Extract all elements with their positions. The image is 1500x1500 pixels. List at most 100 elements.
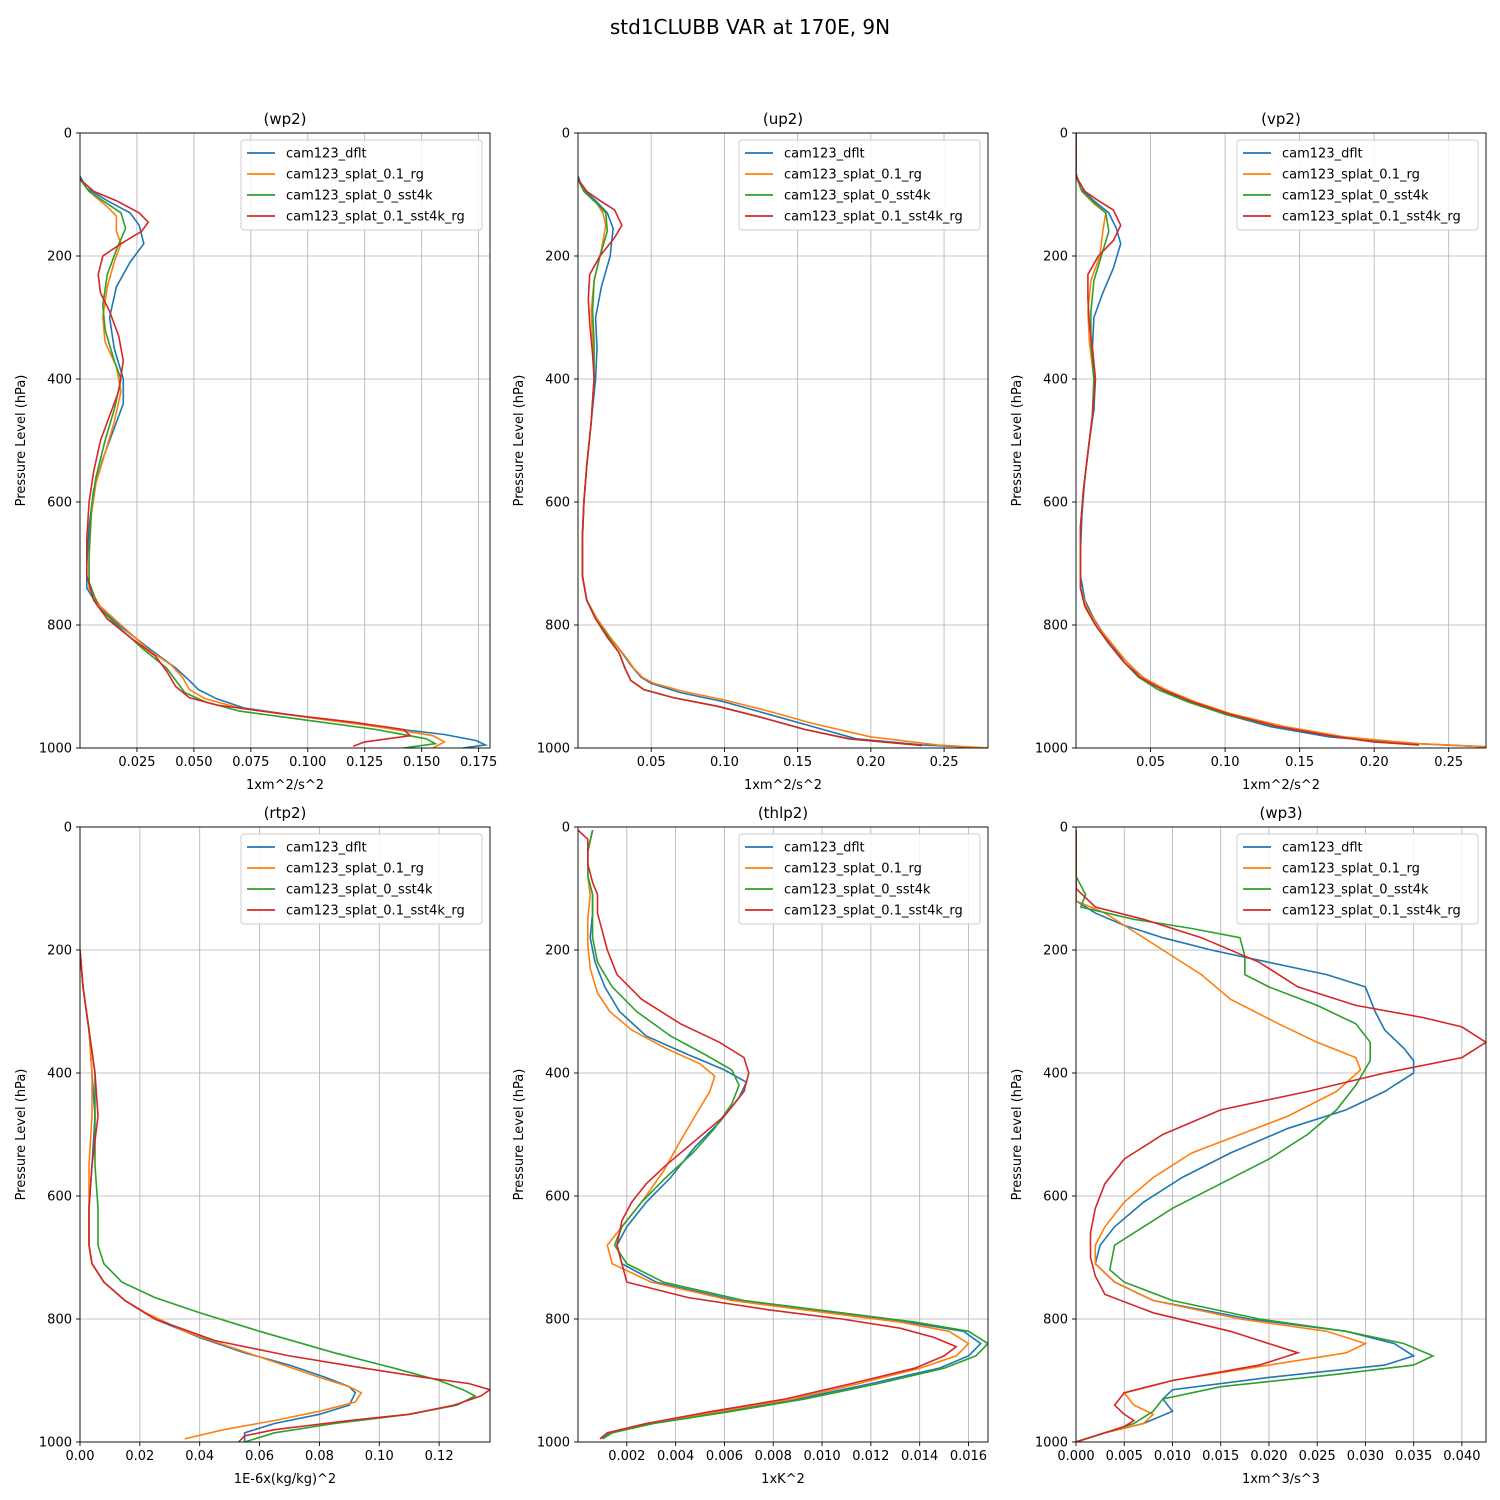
x-tick-label: 0.025 (1299, 1449, 1336, 1464)
legend-label: cam123_splat_0_sst4k (784, 189, 931, 204)
x-tick-label: 0.00 (66, 1449, 95, 1464)
x-tick-label: 0.10 (1211, 755, 1240, 770)
chart-panel-5: 0.000 0.005 0.010 0.015 0.020 0.025 0.030 0.035… (1010, 804, 1487, 1487)
legend-box (1236, 139, 1479, 231)
legend-label: cam123_splat_0_sst4k (784, 883, 931, 898)
legend-label: cam123_splat_0.1_rg (784, 862, 922, 877)
y-tick-label: 200 (1043, 944, 1068, 959)
y-tick-label: 800 (1043, 1313, 1068, 1328)
x-tick-label: 0.002 (608, 1449, 645, 1464)
series-line-cam123_splat_0.1_sst4k_rg (1076, 830, 1486, 1442)
x-axis-label: 1xm^2/s^2 (744, 778, 822, 793)
chart-panel-0: 0.025 0.050 0.075 0.100 0.125 0.150 0.175 0 200 4… (14, 110, 497, 793)
legend-label: cam123_splat_0.1_sst4k_rg (286, 210, 465, 225)
axes-frame (79, 132, 491, 749)
legend-label: cam123_dflt (286, 841, 367, 856)
x-tick-label: 0.016 (950, 1449, 987, 1464)
x-tick-label: 0.20 (1360, 755, 1389, 770)
x-axis-label: 1xm^2/s^2 (246, 778, 324, 793)
panel-title: (vp2) (1261, 110, 1301, 128)
y-tick-label: 200 (545, 250, 570, 265)
x-tick-label: 0.030 (1347, 1449, 1384, 1464)
x-tick-label: 0.15 (783, 755, 812, 770)
legend-box (240, 139, 483, 231)
y-tick-label: 200 (47, 250, 72, 265)
x-tick-label: 0.125 (346, 755, 383, 770)
panel-title: (thlp2) (758, 804, 808, 822)
legend-label: cam123_splat_0.1_rg (1282, 168, 1420, 183)
x-tick-label: 0.25 (1434, 755, 1463, 770)
x-tick-label: 0.010 (1154, 1449, 1191, 1464)
figure-title: std1CLUBB VAR at 170E, 9N (609, 15, 891, 39)
series-line-cam123_dflt (578, 175, 988, 748)
legend-label: cam123_dflt (784, 841, 865, 856)
y-tick-label: 0 (562, 127, 570, 142)
legend-label: cam123_splat_0_sst4k (1282, 189, 1429, 204)
y-tick-label: 0 (1060, 127, 1068, 142)
panel-title: (wp2) (263, 110, 306, 128)
legend-label: cam123_splat_0.1_sst4k_rg (784, 210, 963, 225)
series-line-cam123_splat_0_sst4k (80, 178, 438, 748)
x-tick-label: 0.015 (1202, 1449, 1239, 1464)
y-tick-label: 0 (64, 127, 72, 142)
legend: cam123_dflt cam123_splat_0.1_rg cam123_spl… (1236, 139, 1479, 231)
x-axis-label: 1xm^3/s^3 (1242, 1472, 1320, 1487)
y-tick-label: 1000 (39, 742, 72, 757)
y-axis-label: Pressure Level (hPa) (512, 375, 527, 507)
series-line-cam123_dflt (587, 829, 982, 1440)
x-tick-label: 0.15 (1285, 755, 1314, 770)
series-line-cam123_splat_0.1_sst4k_rg (1076, 133, 1419, 746)
axes-frame (1075, 826, 1487, 1443)
legend-label: cam123_dflt (784, 147, 865, 162)
series-line-cam123_dflt (1076, 830, 1416, 1442)
x-tick-label: 0.25 (930, 755, 959, 770)
legend-label: cam123_splat_0.1_sst4k_rg (1282, 210, 1461, 225)
x-tick-label: 0.08 (305, 1449, 334, 1464)
y-tick-label: 0 (562, 821, 570, 836)
legend-label: cam123_splat_0.1_sst4k_rg (784, 904, 963, 919)
x-tick-label: 0.02 (125, 1449, 154, 1464)
x-tick-label: 0.050 (175, 755, 212, 770)
y-tick-label: 600 (1043, 1190, 1068, 1205)
y-tick-label: 400 (47, 373, 72, 388)
y-axis-label: Pressure Level (hPa) (14, 375, 29, 507)
x-tick-label: 0.025 (118, 755, 155, 770)
legend: cam123_dflt cam123_splat_0.1_rg cam123_spl… (738, 139, 981, 231)
y-tick-label: 400 (545, 1067, 570, 1082)
series-line-cam123_splat_0.1_sst4k_rg (80, 178, 413, 747)
legend-label: cam123_splat_0.1_rg (1282, 862, 1420, 877)
legend-label: cam123_splat_0.1_rg (286, 168, 424, 183)
x-tick-label: 0.040 (1443, 1449, 1480, 1464)
y-tick-label: 200 (545, 944, 570, 959)
x-tick-label: 0.12 (425, 1449, 454, 1464)
series-line-cam123_splat_0_sst4k (587, 829, 988, 1440)
y-tick-label: 1000 (537, 742, 570, 757)
x-tick-label: 0.100 (289, 755, 326, 770)
y-tick-label: 400 (1043, 373, 1068, 388)
panel-title: (up2) (763, 110, 803, 128)
y-tick-label: 400 (545, 373, 570, 388)
chart-panel-2: 0.05 0.10 0.15 0.20 0.25 0 200 400 600 800 1000 (vp… (1010, 110, 1487, 793)
y-axis-label: Pressure Level (hPa) (14, 1069, 29, 1201)
x-tick-label: 0.008 (755, 1449, 792, 1464)
x-tick-label: 0.150 (403, 755, 440, 770)
panel-title: (rtp2) (264, 804, 307, 822)
x-tick-label: 0.000 (1057, 1449, 1094, 1464)
legend-box (738, 139, 981, 231)
panel-title: (wp3) (1259, 804, 1302, 822)
x-tick-label: 0.075 (232, 755, 269, 770)
x-tick-label: 0.005 (1106, 1449, 1143, 1464)
legend: cam123_dflt cam123_splat_0.1_rg cam123_spl… (240, 833, 483, 925)
y-tick-label: 800 (545, 1313, 570, 1328)
chart-panel-4: 0.002 0.004 0.006 0.008 0.010 0.012 0.014 0.016… (512, 804, 989, 1487)
series-line-cam123_splat_0_sst4k (1076, 830, 1435, 1442)
y-tick-label: 200 (47, 944, 72, 959)
y-axis-label: Pressure Level (hPa) (512, 1069, 527, 1201)
x-tick-label: 0.10 (365, 1449, 394, 1464)
axes-frame (79, 826, 491, 1443)
chart-panel-1: 0.05 0.10 0.15 0.20 0.25 0 200 400 600 800 1000 (up… (512, 110, 989, 793)
x-tick-label: 0.06 (245, 1449, 274, 1464)
y-tick-label: 800 (545, 619, 570, 634)
legend-label: cam123_dflt (1282, 841, 1363, 856)
